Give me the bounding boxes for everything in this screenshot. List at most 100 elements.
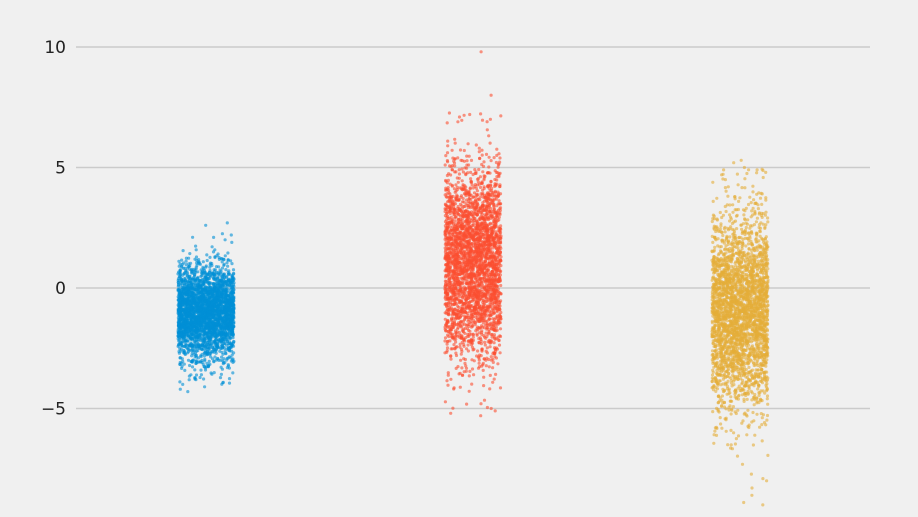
data-point [185, 266, 189, 270]
data-point [204, 264, 208, 268]
data-point [229, 359, 233, 363]
data-point [473, 168, 477, 172]
data-point [177, 259, 181, 263]
data-point [188, 343, 192, 347]
data-point [453, 164, 457, 168]
data-point [202, 318, 207, 322]
data-point [443, 336, 448, 340]
data-point [445, 346, 450, 350]
data-point [221, 330, 225, 334]
data-point [203, 385, 207, 389]
data-point [195, 295, 200, 299]
data-point [178, 273, 182, 277]
series-1-points [443, 50, 503, 418]
data-point [454, 170, 458, 174]
data-point [225, 339, 229, 343]
data-point [205, 326, 209, 330]
data-point [472, 285, 476, 289]
data-point [201, 347, 206, 351]
data-point [178, 269, 182, 273]
data-point [229, 233, 233, 237]
data-point [489, 313, 493, 318]
data-point [227, 308, 232, 312]
data-point [231, 336, 235, 340]
data-point [202, 354, 206, 358]
data-point [226, 251, 230, 255]
data-point [467, 389, 471, 393]
data-point [490, 186, 494, 190]
data-point [231, 317, 235, 321]
data-point [218, 307, 222, 311]
data-point [231, 278, 235, 282]
data-point [199, 274, 203, 278]
data-point [209, 355, 213, 359]
data-point [205, 306, 210, 310]
data-point [177, 339, 181, 343]
data-point [208, 285, 212, 289]
data-point [471, 186, 475, 190]
data-point [232, 340, 236, 344]
data-point [198, 360, 202, 364]
data-point [227, 272, 231, 277]
data-point [481, 363, 485, 367]
data-point [446, 139, 450, 143]
data-point [198, 375, 202, 380]
data-point [184, 263, 188, 267]
data-point [229, 319, 233, 324]
data-point [188, 264, 192, 268]
data-point [185, 314, 189, 318]
data-point [197, 356, 201, 360]
data-point [229, 313, 233, 317]
data-point [224, 290, 228, 295]
data-point [207, 317, 211, 322]
data-point [206, 351, 210, 356]
data-point [498, 270, 502, 274]
data-point [194, 255, 199, 259]
data-point [187, 378, 191, 382]
data-point [212, 360, 216, 364]
data-point [192, 270, 197, 274]
data-point [203, 274, 207, 278]
data-point [178, 332, 183, 336]
data-point [207, 282, 211, 286]
data-point [212, 270, 217, 274]
data-point [211, 321, 215, 325]
data-point [488, 373, 492, 377]
data-point [179, 281, 183, 285]
data-point [206, 333, 210, 337]
data-point [469, 158, 474, 162]
data-point [446, 144, 450, 148]
data-point [219, 269, 223, 273]
data-point [201, 269, 205, 273]
data-point [181, 319, 185, 323]
data-point [221, 381, 225, 385]
data-point [451, 316, 456, 320]
data-point [492, 377, 496, 381]
data-point [198, 296, 202, 300]
data-point [180, 364, 184, 368]
data-point [190, 351, 194, 355]
data-point [208, 362, 212, 366]
data-point [488, 317, 492, 321]
data-point [205, 258, 209, 263]
data-point [226, 363, 230, 367]
data-point [196, 349, 200, 353]
data-point [211, 329, 215, 333]
data-point [231, 321, 236, 325]
data-point [210, 345, 214, 349]
data-point [198, 285, 202, 289]
data-point [215, 277, 219, 281]
data-point [194, 311, 198, 315]
data-point [468, 186, 472, 190]
data-point [225, 221, 229, 225]
data-point [206, 339, 210, 343]
data-point [189, 319, 194, 323]
data-point [221, 319, 226, 323]
data-point [190, 354, 194, 358]
data-point [176, 272, 180, 276]
data-point [194, 353, 198, 357]
data-point [187, 290, 191, 294]
data-point [198, 278, 202, 282]
data-point [232, 359, 236, 363]
